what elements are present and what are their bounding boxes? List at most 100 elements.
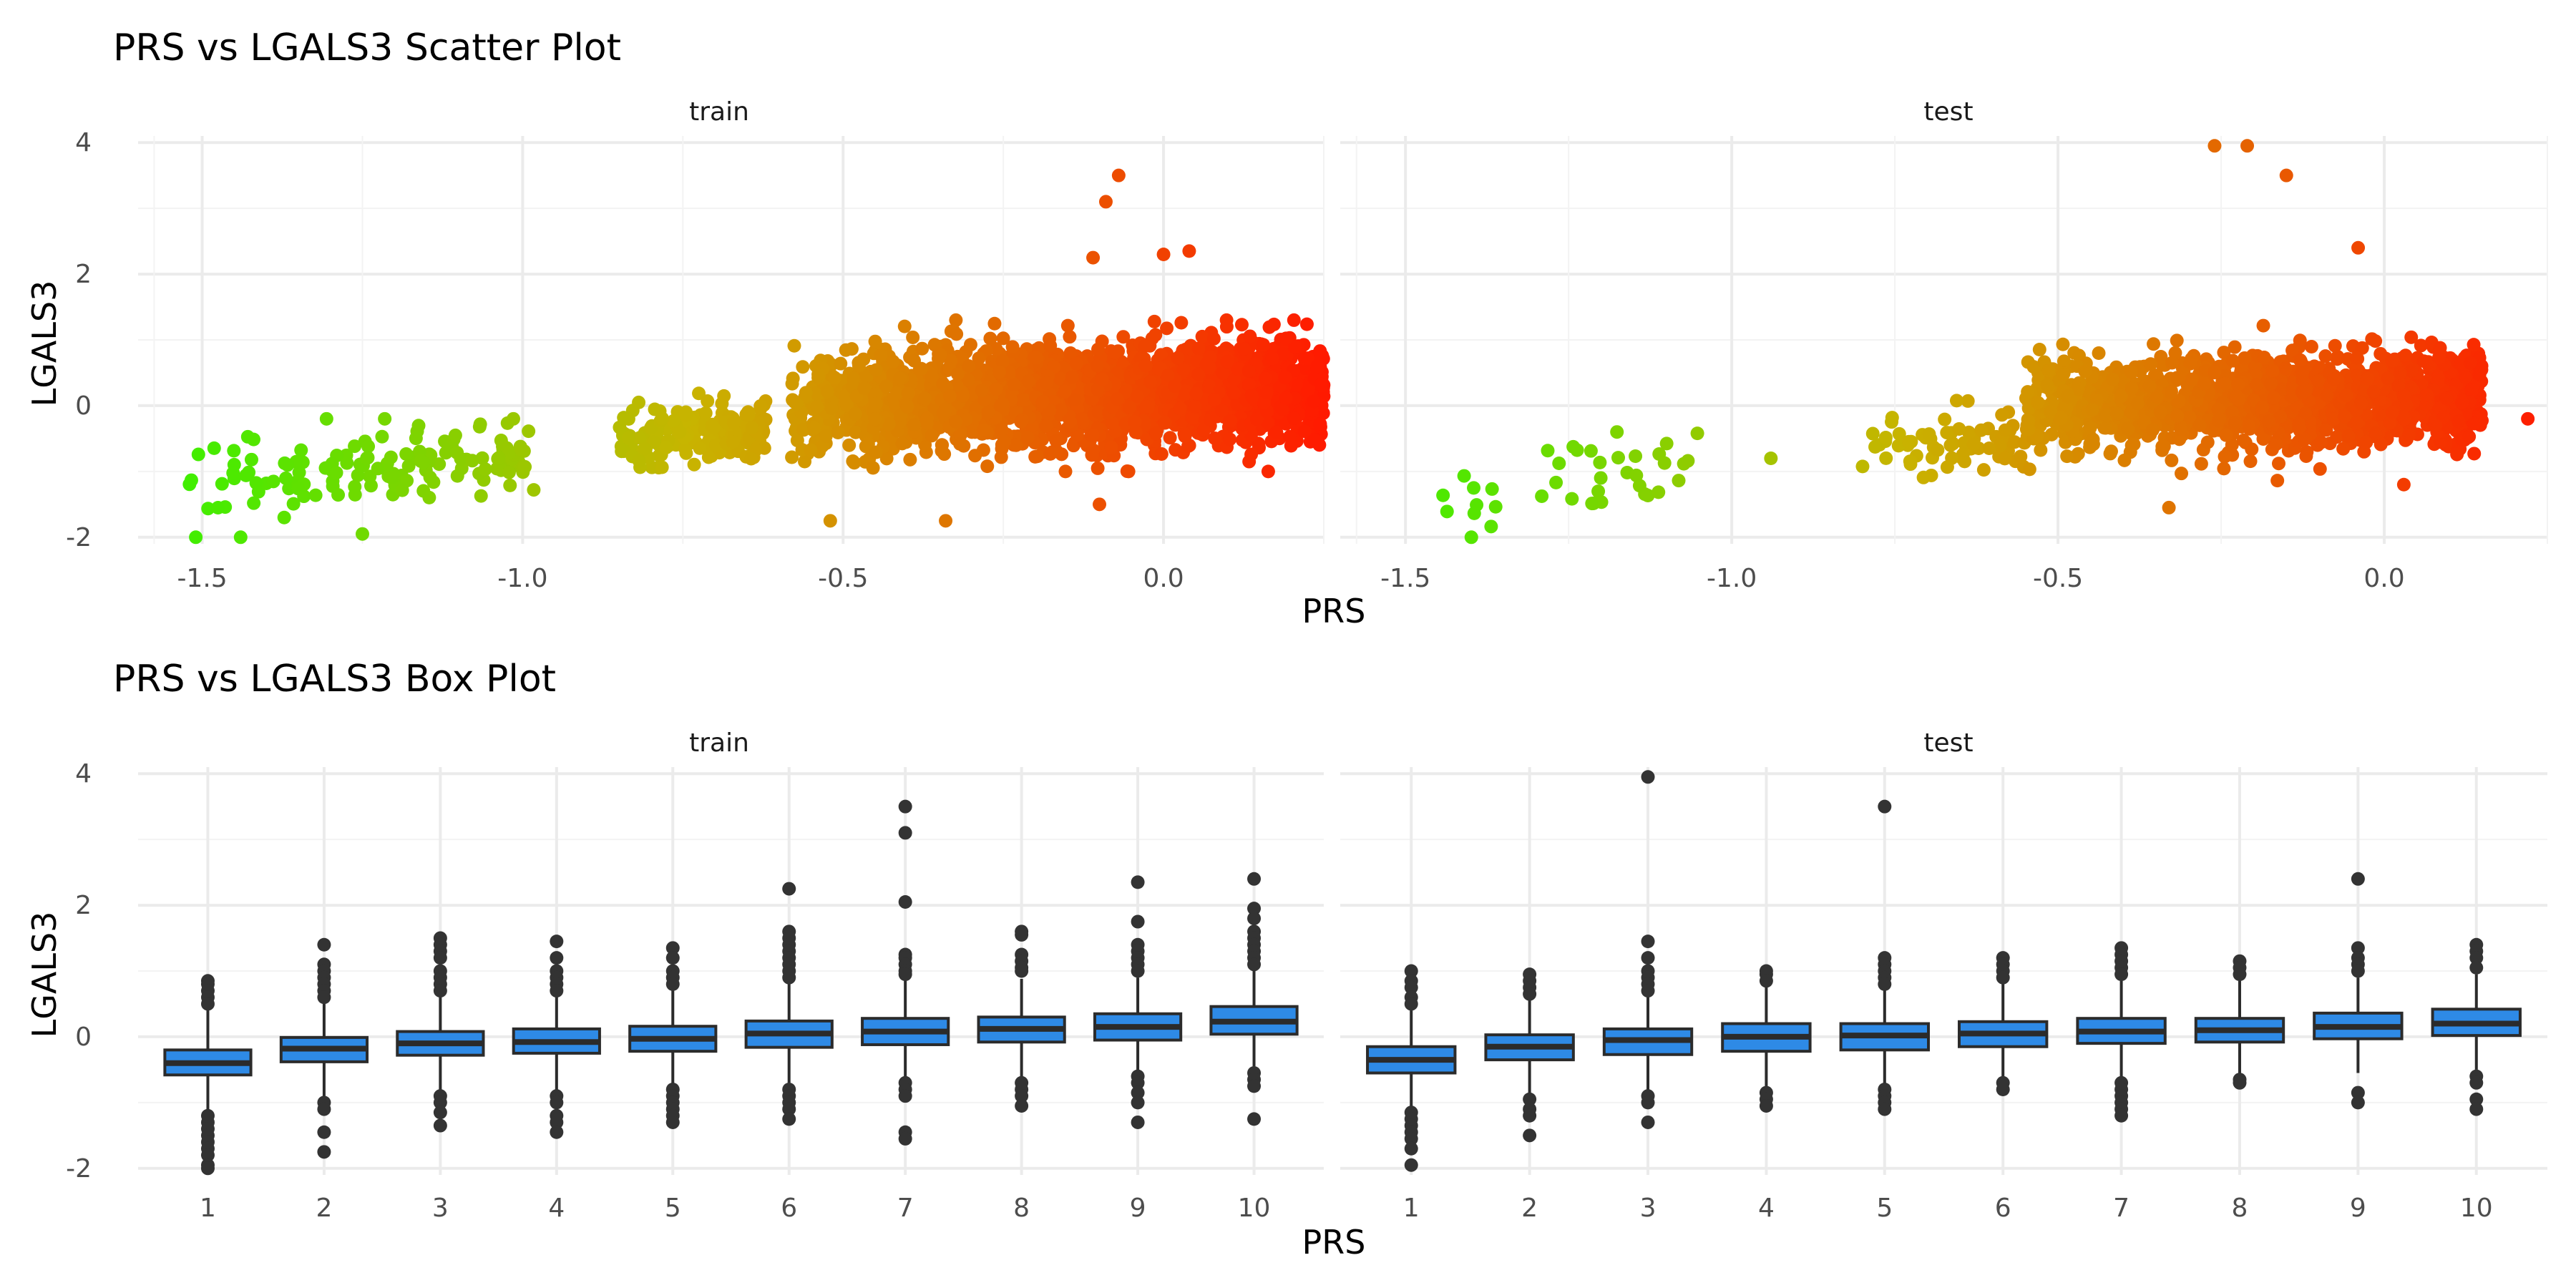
scatter-point	[1075, 412, 1089, 426]
outlier-point	[2469, 960, 2484, 975]
scatter-point	[2433, 341, 2447, 355]
scatter-point	[432, 457, 447, 472]
scatter-point	[1149, 426, 1163, 441]
scatter-point	[1276, 347, 1290, 361]
scatter-point	[993, 399, 1008, 413]
scatter-point	[1892, 426, 1906, 441]
scatter-point	[2124, 381, 2139, 396]
scatter-point	[1262, 320, 1277, 334]
scatter-point	[378, 411, 392, 426]
scatter-point	[1243, 329, 1257, 343]
scatter-point	[842, 438, 857, 452]
scatter-point	[1916, 470, 1931, 484]
scatter-point	[2103, 447, 2117, 461]
scatter-point	[868, 334, 882, 348]
scatter-point	[2114, 389, 2128, 404]
outlier-point	[1759, 1098, 1773, 1113]
scatter-point	[900, 399, 914, 414]
scatter-point	[1261, 416, 1275, 430]
scatter-point	[1098, 195, 1113, 209]
box-category-9	[1093, 875, 1183, 1129]
scatter-point	[1188, 399, 1202, 414]
scatter-point	[1156, 247, 1171, 261]
scatter-point	[2109, 406, 2124, 421]
scatter-point	[882, 417, 896, 431]
outlier-point	[1131, 1085, 1145, 1100]
scatter-point	[2127, 437, 2141, 452]
outlier-point	[1404, 1141, 1418, 1156]
scatter-point	[318, 461, 333, 475]
scatter-point	[889, 386, 904, 401]
x-tick-label: 4	[1758, 1194, 1775, 1223]
scatter-point	[874, 348, 888, 363]
scatter-point	[2381, 371, 2395, 386]
outlier-point	[1247, 1112, 1262, 1126]
outlier-point	[782, 1112, 796, 1126]
scatter-point	[2354, 396, 2368, 410]
scatter-point	[950, 379, 964, 393]
scatter-point	[1020, 431, 1035, 445]
scatter-point	[1278, 371, 1292, 385]
scatter-point	[2404, 330, 2419, 344]
x-tick-label: 3	[1640, 1194, 1657, 1223]
scatter-point	[949, 414, 963, 429]
scatter-point	[2293, 353, 2307, 367]
scatter-point	[2130, 396, 2145, 411]
scatter-point	[2298, 432, 2312, 447]
scatter-point	[796, 423, 811, 437]
scatter-point	[2404, 364, 2419, 378]
scatter-point	[1171, 351, 1185, 365]
scatter-point	[2008, 435, 2022, 449]
scatter-point	[1938, 412, 1952, 426]
outlier-point	[1131, 1096, 1145, 1110]
scatter-point	[953, 436, 967, 451]
scatter-point	[2117, 453, 2132, 467]
outlier-point	[2469, 1102, 2484, 1116]
scatter-point	[2336, 441, 2351, 456]
scatter-point	[1966, 437, 1981, 452]
scatter-point	[2327, 372, 2341, 386]
scatter-point	[329, 466, 343, 480]
box-category-8	[977, 924, 1066, 1113]
scatter-point	[2231, 392, 2245, 406]
scatter-point	[1043, 338, 1058, 353]
scatter-point	[799, 386, 813, 400]
outlier-point	[782, 882, 796, 896]
scatter-point	[962, 359, 976, 374]
scatter-point	[1131, 389, 1145, 404]
scatter-point	[1901, 434, 1916, 449]
scatter-point	[1301, 351, 1315, 366]
scatter-point	[201, 502, 215, 516]
scatter-point	[2279, 168, 2293, 182]
outlier-point	[1404, 1158, 1418, 1172]
scatter-point	[1060, 318, 1075, 333]
scatter-point	[2217, 462, 2231, 476]
scatter-point	[1488, 499, 1503, 514]
box-category-3	[396, 931, 485, 1133]
scatter-point	[2298, 406, 2313, 421]
scatter-point	[1091, 358, 1105, 373]
scatter-point	[1629, 468, 1644, 482]
y-tick-label: 4	[75, 759, 92, 789]
scatter-point	[1015, 393, 1029, 407]
box-category-5	[628, 941, 718, 1129]
scatter-point	[2299, 383, 2313, 397]
outlier-point	[550, 984, 564, 998]
scatter-point	[1244, 447, 1259, 462]
scatter-point	[892, 371, 907, 386]
scatter-point	[1982, 441, 1996, 456]
scatter-point	[2373, 437, 2388, 452]
scatter-point	[1287, 411, 1301, 426]
scatter-point	[1464, 530, 1478, 545]
scatter-point	[1009, 438, 1023, 452]
scatter-point	[1287, 313, 1301, 327]
scatter-point	[1249, 412, 1264, 426]
scatter-point	[980, 459, 995, 474]
scatter-point	[1191, 367, 1206, 381]
scatter-point	[2396, 477, 2411, 492]
outlier-point	[1641, 935, 1655, 949]
scatter-point	[1196, 424, 1211, 438]
scatter-point	[2397, 412, 2411, 426]
scatter-point	[1161, 369, 1175, 383]
outlier-point	[782, 970, 796, 985]
